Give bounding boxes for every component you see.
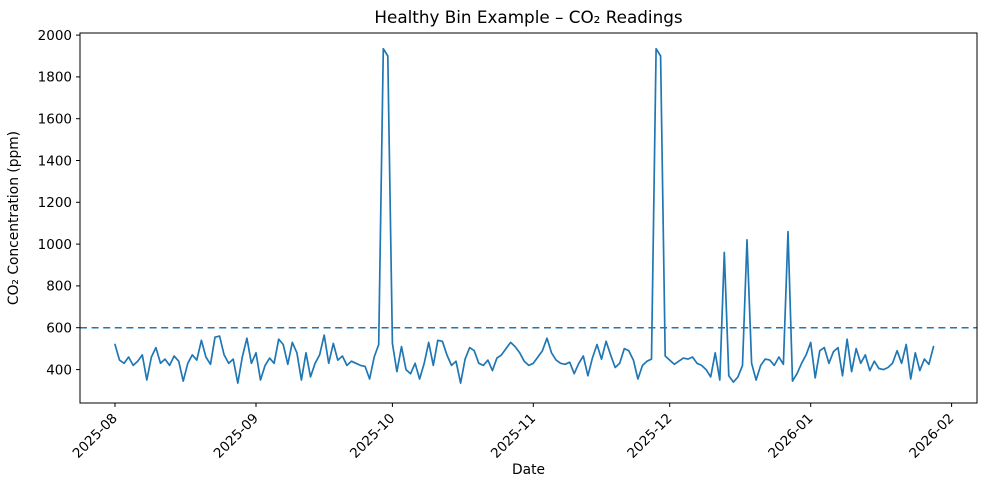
x-tick-label: 2026-01 xyxy=(765,411,816,462)
y-tick-label: 1200 xyxy=(38,195,72,211)
y-tick-label: 1600 xyxy=(38,112,72,128)
co2-series-line xyxy=(114,47,935,384)
y-tick-label: 1000 xyxy=(38,237,72,253)
y-tick-label: 800 xyxy=(46,279,72,295)
x-tick-label: 2025-08 xyxy=(70,411,121,462)
x-tick-label: 2025-11 xyxy=(488,411,539,462)
y-tick-label: 2000 xyxy=(38,28,72,44)
x-tick-label: 2025-10 xyxy=(347,411,398,462)
x-tick-label: 2025-12 xyxy=(624,411,675,462)
y-tick-label: 600 xyxy=(46,321,72,337)
chart-title: Healthy Bin Example – CO₂ Readings xyxy=(374,7,683,27)
y-tick-label: 400 xyxy=(46,362,72,378)
x-tick-label: 2025-09 xyxy=(211,411,262,462)
plot-border xyxy=(79,32,978,404)
y-tick-label: 1400 xyxy=(38,153,72,169)
y-tick-label: 1800 xyxy=(38,70,72,86)
x-axis-label: Date xyxy=(512,462,545,478)
x-tick-label: 2026-02 xyxy=(906,411,957,462)
